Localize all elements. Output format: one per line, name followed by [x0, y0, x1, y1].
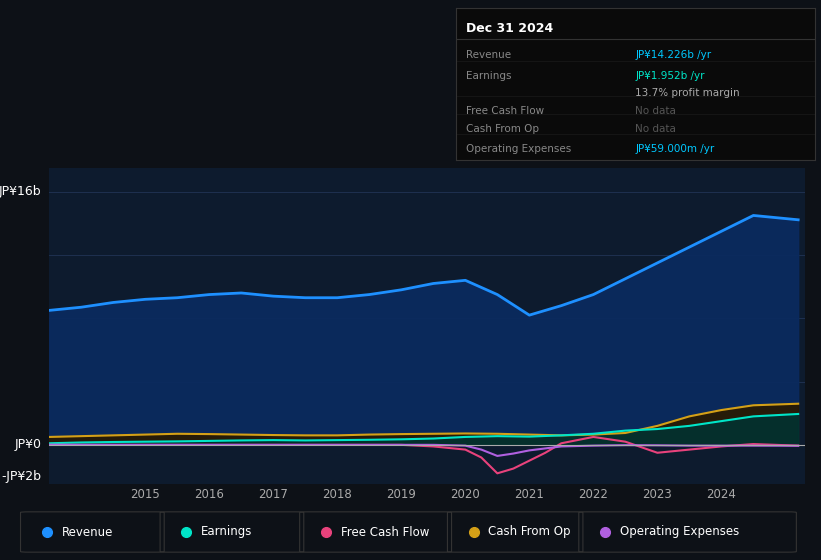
- Text: 13.7% profit margin: 13.7% profit margin: [635, 88, 740, 98]
- Text: 2017: 2017: [259, 488, 288, 501]
- Text: Earnings: Earnings: [466, 72, 512, 81]
- Text: Free Cash Flow: Free Cash Flow: [466, 106, 544, 116]
- Text: -JP¥2b: -JP¥2b: [2, 470, 42, 483]
- Text: Free Cash Flow: Free Cash Flow: [341, 525, 429, 539]
- Text: No data: No data: [635, 124, 677, 134]
- Text: JP¥59.000m /yr: JP¥59.000m /yr: [635, 144, 715, 154]
- Text: Revenue: Revenue: [466, 50, 511, 60]
- Text: 2020: 2020: [451, 488, 480, 501]
- Text: Operating Expenses: Operating Expenses: [620, 525, 739, 539]
- Text: Revenue: Revenue: [62, 525, 113, 539]
- Text: 2015: 2015: [131, 488, 160, 501]
- Text: 2018: 2018: [323, 488, 352, 501]
- Text: JP¥0: JP¥0: [15, 438, 42, 451]
- Text: Dec 31 2024: Dec 31 2024: [466, 22, 553, 35]
- Text: JP¥14.226b /yr: JP¥14.226b /yr: [635, 50, 712, 60]
- Text: 2021: 2021: [515, 488, 544, 501]
- Text: 2024: 2024: [706, 488, 736, 501]
- Text: 2023: 2023: [643, 488, 672, 501]
- Text: 2019: 2019: [387, 488, 416, 501]
- Text: Cash From Op: Cash From Op: [488, 525, 571, 539]
- Text: Cash From Op: Cash From Op: [466, 124, 539, 134]
- Text: JP¥16b: JP¥16b: [0, 185, 42, 198]
- Text: Operating Expenses: Operating Expenses: [466, 144, 571, 154]
- Text: 2022: 2022: [579, 488, 608, 501]
- Text: Earnings: Earnings: [201, 525, 253, 539]
- Text: JP¥1.952b /yr: JP¥1.952b /yr: [635, 72, 705, 81]
- Text: 2016: 2016: [195, 488, 224, 501]
- Text: No data: No data: [635, 106, 677, 116]
